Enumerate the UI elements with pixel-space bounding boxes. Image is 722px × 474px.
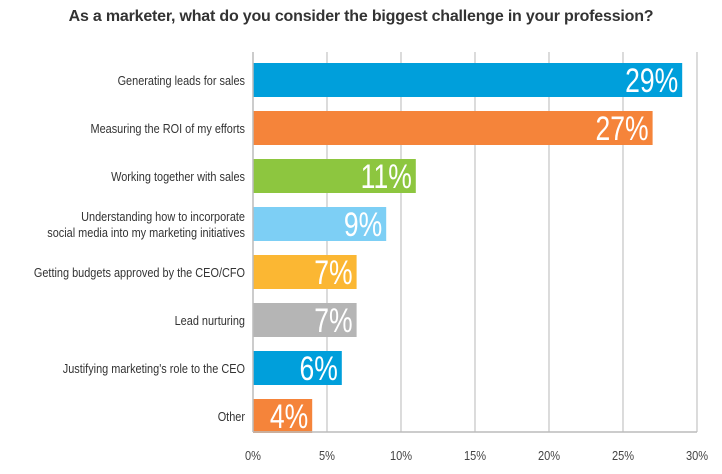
- category-label: Generating leads for sales: [118, 73, 245, 88]
- bar-value-label: 29%: [625, 62, 678, 100]
- x-tick-label: 20%: [538, 448, 560, 463]
- bar: [253, 159, 416, 193]
- bar: [253, 207, 387, 241]
- chart-title: As a marketer, what do you consider the …: [68, 8, 654, 25]
- bar: [253, 63, 683, 97]
- x-tick-label: 5%: [319, 448, 335, 463]
- bar: [253, 351, 342, 385]
- x-tick-label: 10%: [390, 448, 412, 463]
- bar: [253, 255, 357, 289]
- bar-value-label: 7%: [314, 302, 352, 340]
- x-tick-label: 25%: [612, 448, 634, 463]
- bar: [253, 303, 357, 337]
- x-tick-label: 30%: [686, 448, 708, 463]
- x-tick-label: 15%: [464, 448, 486, 463]
- bar: [253, 399, 313, 433]
- category-label: social media into my marketing initiativ…: [47, 225, 245, 240]
- category-label: Getting budgets approved by the CEO/CFO: [34, 265, 245, 280]
- category-label: Other: [218, 409, 245, 424]
- bar-value-label: 27%: [596, 110, 649, 148]
- category-label: Lead nurturing: [175, 313, 245, 328]
- category-label: Justifying marketing's role to the CEO: [63, 361, 245, 376]
- x-tick-label: 0%: [245, 448, 261, 463]
- category-label: Understanding how to incorporate: [81, 209, 245, 224]
- category-label: Working together with sales: [111, 169, 245, 184]
- bar-value-label: 7%: [314, 254, 352, 292]
- bar-value-label: 6%: [299, 350, 337, 388]
- bar: [253, 111, 653, 145]
- bar-value-label: 11%: [361, 158, 412, 196]
- bar-value-label: 4%: [270, 398, 308, 436]
- category-label: Measuring the ROI of my efforts: [90, 121, 245, 136]
- bar-value-label: 9%: [344, 206, 382, 244]
